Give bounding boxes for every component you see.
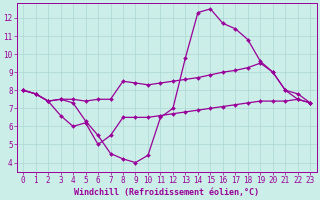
X-axis label: Windchill (Refroidissement éolien,°C): Windchill (Refroidissement éolien,°C) [74,188,259,197]
